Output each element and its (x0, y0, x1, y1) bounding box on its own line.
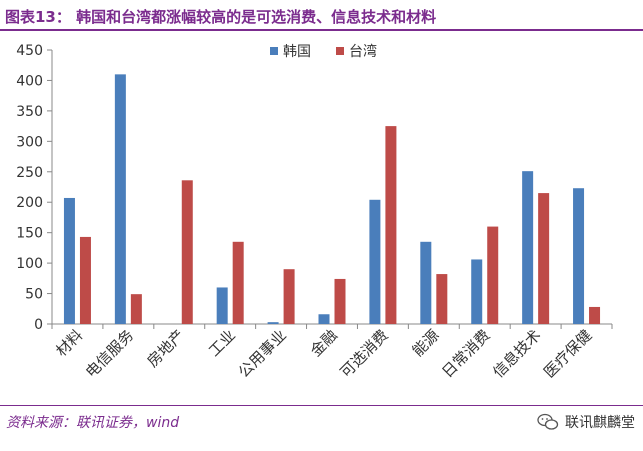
legend-swatch (270, 47, 278, 55)
x-tick-label: 公用事业 (235, 326, 290, 381)
bar-series1 (63, 197, 75, 324)
bar-series1 (318, 314, 330, 324)
bar-series2 (487, 226, 499, 324)
chart-title: 图表13： 韩国和台湾都涨幅较高的是可选消费、信息技术和材料 (5, 8, 437, 26)
x-tick-label: 材料 (52, 326, 86, 360)
header: 图表13： 韩国和台湾都涨幅较高的是可选消费、信息技术和材料 (0, 0, 643, 34)
x-tick-label: 工业 (205, 326, 239, 360)
bar-series2 (538, 193, 550, 324)
source-note: 资料来源：联讯证券，wind (6, 415, 180, 431)
legend-swatch (336, 47, 344, 55)
y-tick-label: 400 (16, 73, 43, 89)
brand-name: 联讯麒麟堂 (565, 415, 635, 431)
bar-series2 (79, 236, 91, 324)
x-tick-label: 金融 (307, 326, 341, 360)
bar-series2 (334, 278, 346, 324)
x-tick-label: 可选消费 (337, 326, 392, 381)
y-tick-label: 150 (16, 226, 43, 242)
bar-series2 (232, 241, 244, 324)
bar-series1 (267, 322, 279, 324)
x-tick-label: 信息技术 (489, 326, 544, 381)
bar-series1 (522, 171, 534, 324)
bar-series1 (573, 188, 585, 324)
y-tick-label: 50 (25, 287, 43, 303)
x-tick-label: 房地产 (144, 326, 189, 371)
bar-series2 (283, 269, 295, 324)
bar-series1 (420, 241, 432, 324)
bar-series2 (589, 306, 601, 324)
y-tick-label: 250 (16, 165, 43, 181)
y-tick-label: 100 (16, 256, 43, 272)
y-tick-label: 350 (16, 104, 43, 120)
legend-label: 韩国 (283, 44, 311, 60)
bar-series2 (181, 180, 193, 324)
bar-series1 (369, 199, 381, 324)
bar-series1 (114, 74, 126, 324)
bar-series2 (130, 294, 142, 324)
bar-series1 (471, 259, 483, 324)
x-tick-label: 日常消费 (438, 326, 493, 381)
title-divider (0, 29, 643, 31)
y-tick-label: 450 (16, 43, 43, 59)
x-tick-label: 医疗保健 (540, 326, 595, 381)
brand: 联讯麒麟堂 (537, 412, 635, 432)
bar-series2 (436, 274, 448, 324)
wechat-icon (537, 413, 559, 430)
x-tick-label: 能源 (409, 326, 443, 360)
bar-series2 (385, 126, 397, 324)
y-tick-label: 200 (16, 195, 43, 211)
footer-divider (0, 405, 643, 406)
y-tick-label: 0 (34, 317, 43, 333)
x-tick-label: 电信服务 (82, 326, 137, 381)
bar-series1 (216, 287, 228, 324)
legend-label: 台湾 (349, 43, 377, 60)
y-tick-label: 300 (16, 134, 43, 150)
